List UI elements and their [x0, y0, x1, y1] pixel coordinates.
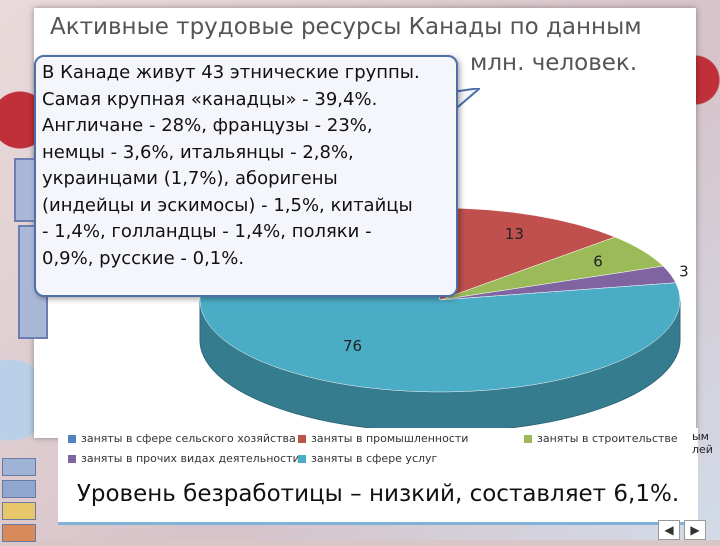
- thumbnail-tab[interactable]: [2, 502, 36, 520]
- legend-label: заняты в сфере услуг: [311, 452, 438, 465]
- thumbnail-tab[interactable]: [2, 480, 36, 498]
- chart-legend: заняты в сфере сельского хозяйства занят…: [58, 428, 698, 472]
- legend-swatch: [68, 434, 76, 443]
- unemployment-footer: Уровень безработицы – низкий, составляет…: [58, 472, 698, 525]
- legend-swatch: [68, 454, 76, 463]
- next-slide-icon[interactable]: ▶: [684, 520, 706, 540]
- legend-item: заняты в строительстве: [524, 432, 678, 445]
- legend-label: заняты в прочих видах деятельности: [81, 452, 300, 465]
- side-fragment-line: лей: [692, 443, 713, 456]
- legend-item: заняты в прочих видах деятельности: [68, 452, 300, 465]
- legend-swatch: [298, 434, 306, 443]
- ethnic-groups-callout: [34, 55, 458, 297]
- legend-swatch: [524, 434, 532, 443]
- data-label: 76: [343, 337, 362, 355]
- data-label: 6: [593, 253, 603, 271]
- thumbnail-tab[interactable]: [2, 458, 36, 476]
- legend-item: заняты в сфере сельского хозяйства: [68, 432, 296, 445]
- legend-swatch: [298, 454, 306, 463]
- thumbnail-tab[interactable]: [2, 524, 36, 542]
- prev-slide-icon[interactable]: ◀: [658, 520, 680, 540]
- side-fragment: ым лей: [692, 430, 713, 456]
- legend-label: заняты в сфере сельского хозяйства: [81, 432, 296, 445]
- legend-label: заняты в строительстве: [537, 432, 678, 445]
- legend-item: заняты в промышленности: [298, 432, 468, 445]
- legend-label: заняты в промышленности: [311, 432, 469, 445]
- callout-text: В Канаде живут 43 этнические группы. Сам…: [42, 62, 420, 269]
- slide-title-continuation: млн. человек.: [470, 50, 638, 76]
- side-fragment-line: ым: [692, 430, 709, 443]
- data-label: 13: [505, 225, 524, 243]
- side-thumbnails: [2, 458, 36, 546]
- slide-title: Активные трудовые ресурсы Канады по данн…: [50, 14, 642, 40]
- legend-item: заняты в сфере услуг: [298, 452, 437, 465]
- data-label: 3: [679, 263, 689, 281]
